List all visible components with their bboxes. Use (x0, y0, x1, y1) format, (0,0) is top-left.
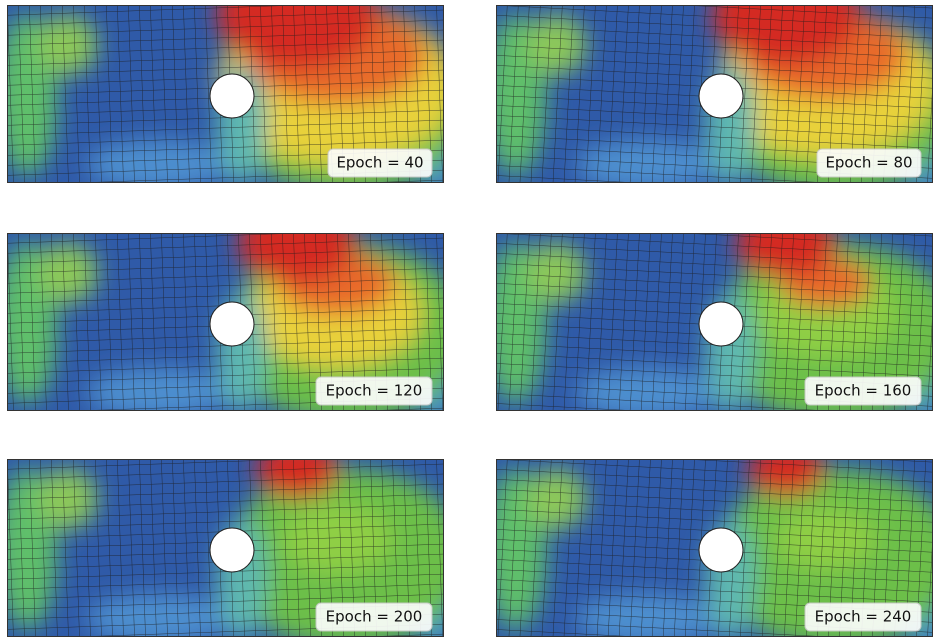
contour-panel: Epoch = 80 (496, 5, 933, 184)
hole (699, 74, 743, 118)
contour-panel: Epoch = 240 (496, 459, 933, 638)
contour-panel: Epoch = 40 (7, 5, 445, 184)
hole (699, 528, 743, 572)
contour-panel: Epoch = 160 (496, 233, 933, 412)
contour-panel: Epoch = 120 (7, 233, 445, 412)
figure: Epoch = 40 Epoch = 80 Epoch = 120 Epoch = 1… (0, 0, 933, 638)
epoch-label: Epoch = 240 (815, 608, 912, 626)
hole (210, 528, 254, 572)
epoch-label: Epoch = 80 (825, 154, 912, 172)
hole (699, 302, 743, 346)
hole (210, 74, 254, 118)
epoch-label: Epoch = 120 (326, 382, 423, 400)
contour-panel: Epoch = 200 (7, 459, 445, 638)
hole (210, 302, 254, 346)
epoch-label: Epoch = 200 (326, 608, 423, 626)
epoch-label: Epoch = 160 (815, 382, 912, 400)
epoch-label: Epoch = 40 (336, 154, 423, 172)
